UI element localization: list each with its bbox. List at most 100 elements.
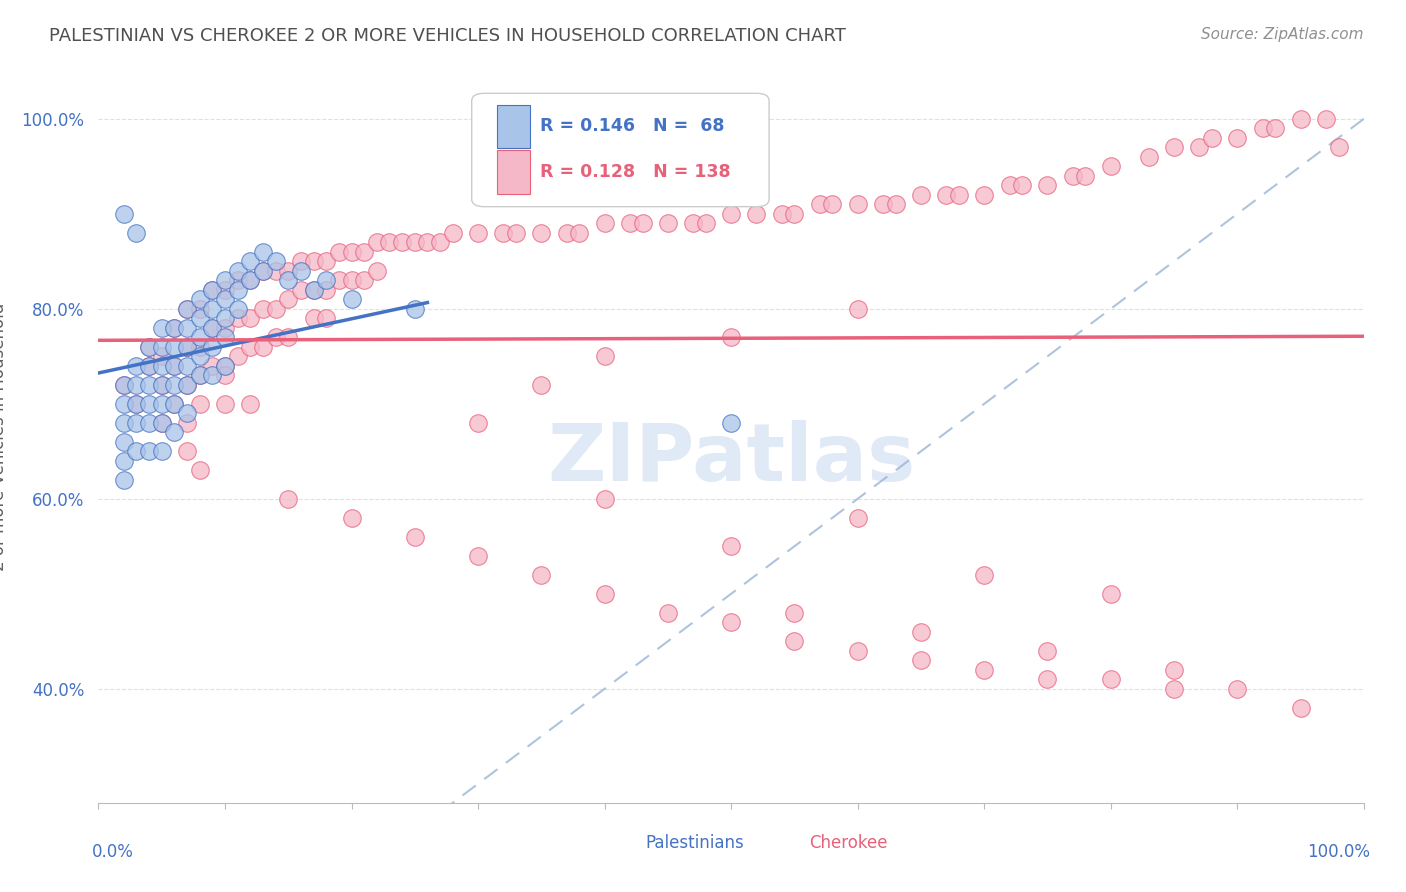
- Point: [720, 615, 742, 630]
- Point: [176, 416, 198, 430]
- Point: [302, 254, 325, 268]
- Point: [530, 377, 553, 392]
- Point: [910, 187, 932, 202]
- Point: [467, 549, 489, 563]
- Point: [226, 349, 249, 363]
- Point: [1327, 140, 1350, 154]
- Point: [315, 254, 337, 268]
- Point: [1036, 644, 1059, 658]
- Point: [176, 340, 198, 354]
- Y-axis label: 2 or more Vehicles in Household: 2 or more Vehicles in Household: [0, 303, 7, 571]
- Point: [1011, 178, 1033, 193]
- Point: [138, 444, 160, 458]
- Point: [404, 530, 426, 544]
- Point: [783, 606, 806, 620]
- Point: [315, 273, 337, 287]
- Point: [201, 283, 224, 297]
- Point: [188, 340, 211, 354]
- Point: [302, 311, 325, 326]
- Point: [657, 606, 679, 620]
- Point: [188, 463, 211, 477]
- Point: [340, 293, 363, 307]
- Point: [1099, 587, 1122, 601]
- Point: [239, 273, 262, 287]
- Point: [163, 397, 186, 411]
- Point: [112, 377, 135, 392]
- Point: [353, 244, 375, 259]
- Point: [1163, 663, 1185, 677]
- Point: [163, 425, 186, 440]
- Point: [340, 244, 363, 259]
- Point: [998, 178, 1021, 193]
- Point: [277, 293, 299, 307]
- Point: [1062, 169, 1084, 183]
- Point: [138, 416, 160, 430]
- Point: [872, 197, 894, 211]
- Point: [720, 539, 742, 553]
- FancyBboxPatch shape: [471, 94, 769, 207]
- Point: [252, 264, 274, 278]
- Point: [150, 444, 173, 458]
- Point: [1163, 140, 1185, 154]
- Point: [176, 444, 198, 458]
- Point: [150, 416, 173, 430]
- Text: Cherokee: Cherokee: [810, 834, 889, 852]
- Point: [555, 226, 578, 240]
- Point: [188, 301, 211, 316]
- Point: [353, 273, 375, 287]
- FancyBboxPatch shape: [773, 827, 806, 859]
- Point: [340, 511, 363, 525]
- Point: [277, 330, 299, 344]
- Text: R = 0.128   N = 138: R = 0.128 N = 138: [540, 162, 731, 180]
- Point: [214, 321, 236, 335]
- Point: [214, 283, 236, 297]
- Point: [783, 634, 806, 648]
- Point: [150, 416, 173, 430]
- Point: [1289, 701, 1312, 715]
- Point: [176, 377, 198, 392]
- Point: [682, 216, 704, 230]
- Point: [138, 397, 160, 411]
- Point: [112, 454, 135, 468]
- Point: [315, 283, 337, 297]
- Point: [150, 359, 173, 373]
- Point: [201, 340, 224, 354]
- Point: [150, 377, 173, 392]
- Point: [366, 235, 388, 250]
- Point: [821, 197, 844, 211]
- Text: Source: ZipAtlas.com: Source: ZipAtlas.com: [1201, 27, 1364, 42]
- Point: [593, 216, 616, 230]
- Point: [214, 330, 236, 344]
- Point: [973, 663, 995, 677]
- Point: [340, 273, 363, 287]
- Point: [1315, 112, 1337, 126]
- Point: [112, 377, 135, 392]
- Point: [176, 340, 198, 354]
- Point: [239, 273, 262, 287]
- Point: [138, 340, 160, 354]
- FancyBboxPatch shape: [498, 151, 530, 194]
- Point: [1099, 159, 1122, 173]
- Point: [720, 330, 742, 344]
- Point: [150, 349, 173, 363]
- Point: [1264, 121, 1286, 136]
- Point: [252, 244, 274, 259]
- Text: R = 0.146   N =  68: R = 0.146 N = 68: [540, 117, 724, 135]
- Point: [1201, 131, 1223, 145]
- Point: [657, 216, 679, 230]
- Point: [973, 187, 995, 202]
- Point: [163, 397, 186, 411]
- Point: [176, 406, 198, 420]
- Point: [150, 340, 173, 354]
- Point: [1036, 673, 1059, 687]
- Point: [619, 216, 641, 230]
- Point: [150, 377, 173, 392]
- Text: PALESTINIAN VS CHEROKEE 2 OR MORE VEHICLES IN HOUSEHOLD CORRELATION CHART: PALESTINIAN VS CHEROKEE 2 OR MORE VEHICL…: [49, 27, 846, 45]
- Point: [530, 226, 553, 240]
- Point: [378, 235, 401, 250]
- Point: [302, 283, 325, 297]
- Point: [770, 207, 793, 221]
- Point: [150, 321, 173, 335]
- Point: [125, 359, 148, 373]
- Point: [910, 624, 932, 639]
